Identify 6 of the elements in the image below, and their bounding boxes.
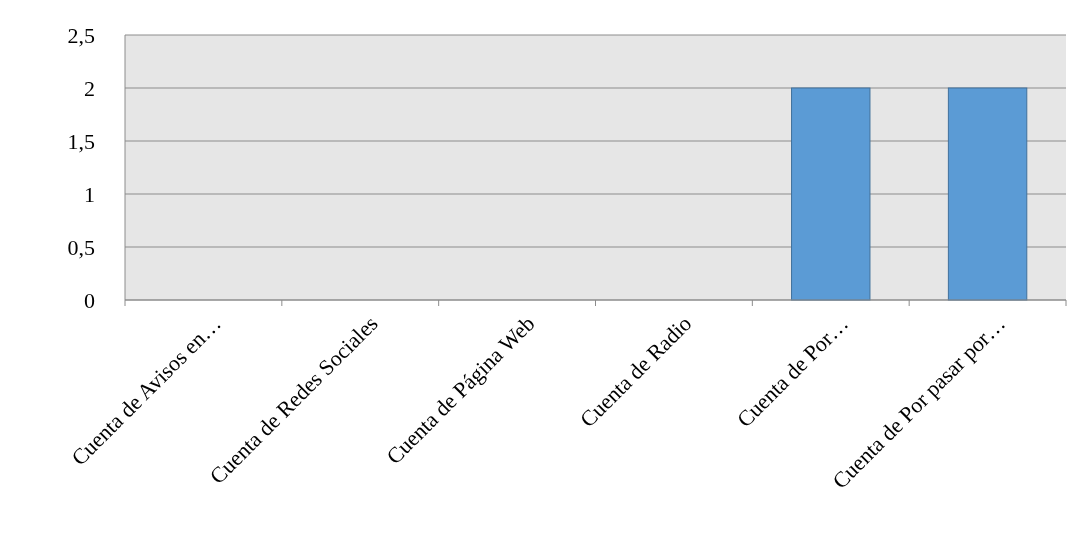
y-tick-label: 0,5 [67,234,95,260]
y-tick-label: 0 [84,287,95,313]
y-tick-label: 2 [84,75,95,101]
y-tick-label: 2,5 [67,22,95,48]
y-tick-label: 1,5 [67,128,95,154]
y-tick-label: 1 [84,181,95,207]
